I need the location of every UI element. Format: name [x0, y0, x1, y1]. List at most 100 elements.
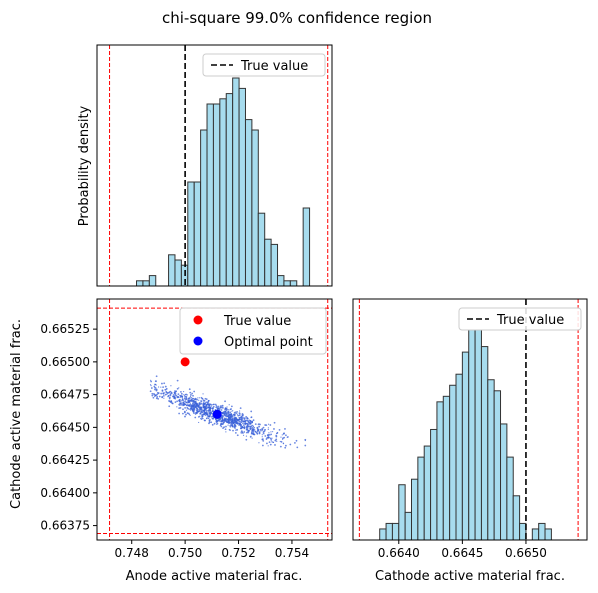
- scatter-point: [237, 414, 240, 417]
- scatter-point: [229, 426, 231, 428]
- scatter-point: [249, 424, 251, 426]
- histogram-bar: [461, 351, 470, 541]
- scatter-point: [216, 422, 219, 425]
- scatter-point: [228, 414, 230, 416]
- scatter-point: [189, 403, 191, 405]
- scatter-point: [203, 401, 205, 403]
- scatter-point: [197, 397, 199, 399]
- histogram-bar: [423, 445, 432, 541]
- scatter-point: [235, 425, 237, 427]
- scatter-point: [225, 409, 228, 412]
- scatter-point: [281, 438, 284, 440]
- scatter-point: [230, 408, 232, 410]
- scatter-point: [174, 393, 177, 396]
- scatter-point: [187, 404, 190, 407]
- scatter-point: [196, 408, 198, 411]
- histogram-bar: [512, 495, 521, 541]
- scatter-point: [247, 430, 249, 433]
- scatter-point: [210, 411, 213, 414]
- scatter-point: [154, 386, 157, 389]
- scatter-point: [240, 417, 242, 419]
- scatter-point: [270, 439, 273, 441]
- scatter-point: [174, 395, 176, 397]
- scatter-point: [180, 390, 182, 393]
- scatter-point: [213, 403, 215, 406]
- scatter-point: [164, 389, 166, 391]
- scatter-point: [164, 385, 167, 388]
- y-tick-label: 0.66450: [40, 420, 90, 434]
- scatter-point: [225, 425, 227, 428]
- scatter-point: [211, 407, 214, 410]
- scatter-point: [185, 393, 187, 395]
- scatter-point: [150, 387, 153, 389]
- scatter-point: [199, 415, 201, 417]
- scatter-point: [253, 432, 255, 434]
- scatter-point: [163, 382, 166, 385]
- scatter-point: [200, 409, 203, 411]
- scatter-point: [236, 422, 239, 424]
- scatter-point: [266, 442, 268, 445]
- scatter-point: [183, 401, 185, 403]
- scatter-point: [250, 425, 252, 427]
- scatter-point: [202, 399, 205, 402]
- bottom-left-xlabel: Anode active material frac.: [126, 569, 303, 584]
- scatter-point: [231, 420, 234, 423]
- scatter-point: [229, 416, 232, 418]
- legend-box: [458, 307, 582, 331]
- scatter-point: [210, 421, 213, 424]
- scatter-point: [252, 430, 255, 433]
- scatter-point: [189, 395, 192, 398]
- bottom-right-xlabel: Cathode active material frac.: [375, 569, 565, 584]
- legend-optimal-marker: [193, 336, 203, 346]
- scatter-point: [198, 397, 201, 399]
- scatter-point: [273, 428, 275, 430]
- scatter-point: [234, 416, 237, 419]
- scatter-point: [208, 412, 211, 414]
- scatter-point: [245, 438, 248, 441]
- histogram-bar: [142, 280, 150, 287]
- scatter-point: [197, 405, 200, 408]
- scatter-point: [183, 394, 185, 396]
- histogram-bar: [493, 390, 502, 541]
- histogram-bar: [404, 511, 412, 541]
- scatter-point: [185, 395, 188, 398]
- scatter-point: [207, 411, 209, 413]
- scatter-point: [296, 446, 299, 449]
- histogram-bar: [379, 528, 387, 541]
- scatter-point: [188, 401, 191, 404]
- legend-label: Optimal point: [224, 335, 313, 350]
- scatter-point: [221, 416, 223, 418]
- histogram-bar: [174, 259, 182, 287]
- histogram-bar: [200, 129, 208, 287]
- scatter-point: [174, 397, 177, 400]
- scatter-point: [258, 425, 261, 428]
- scatter-point: [152, 396, 155, 399]
- scatter-point: [186, 412, 189, 415]
- scatter-point: [270, 433, 273, 436]
- scatter-point: [187, 399, 190, 402]
- scatter-point: [166, 393, 168, 395]
- scatter-point: [251, 426, 254, 429]
- scatter-point: [189, 408, 192, 411]
- scatter-point: [212, 404, 214, 406]
- scatter-point: [181, 395, 184, 398]
- scatter-point: [239, 410, 241, 412]
- histogram-bar: [283, 280, 291, 287]
- scatter-point: [160, 386, 162, 388]
- scatter-point: [196, 412, 198, 414]
- scatter-point: [269, 437, 272, 440]
- scatter-point: [155, 384, 157, 386]
- scatter-point: [182, 408, 184, 411]
- scatter-point: [241, 426, 244, 429]
- scatter-point: [192, 412, 195, 414]
- bottom-left-ylabel: Cathode active material frac.: [9, 319, 24, 509]
- scatter-point: [252, 425, 255, 428]
- scatter-point: [217, 405, 220, 408]
- scatter-point: [237, 418, 239, 421]
- scatter-point: [223, 420, 225, 422]
- scatter-point: [246, 417, 249, 420]
- scatter-point: [262, 426, 265, 429]
- scatter-point: [168, 400, 170, 402]
- scatter-point: [185, 401, 187, 403]
- scatter-point: [162, 394, 165, 397]
